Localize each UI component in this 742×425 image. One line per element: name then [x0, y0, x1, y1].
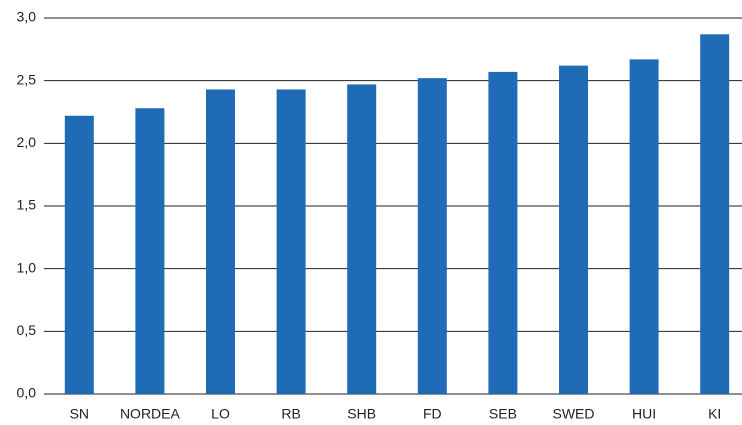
- bar: [206, 89, 235, 394]
- x-tick-label: LO: [211, 406, 230, 422]
- x-tick-label: SN: [70, 406, 89, 422]
- bar: [64, 115, 94, 394]
- x-tick-label: FD: [423, 406, 442, 422]
- x-tick-label: SHB: [347, 406, 376, 422]
- y-tick-label: 0,0: [17, 385, 37, 401]
- bar: [559, 65, 588, 395]
- y-tick-label: 0,5: [17, 322, 37, 338]
- x-tick-label: RB: [281, 406, 300, 422]
- bar: [417, 78, 447, 394]
- bar: [700, 34, 730, 394]
- y-tick-label: 1,0: [17, 259, 37, 275]
- x-tick-label: NORDEA: [120, 406, 181, 422]
- x-tick-label: SWED: [553, 406, 595, 422]
- bar: [135, 108, 165, 395]
- y-tick-label: 3,0: [17, 9, 37, 25]
- y-tick-label: 2,0: [17, 134, 37, 150]
- y-tick-label: 2,5: [17, 71, 37, 87]
- x-tick-label: SEB: [489, 406, 517, 422]
- x-tick-label: KI: [708, 406, 721, 422]
- x-tick-label: HUI: [632, 406, 656, 422]
- y-tick-label: 1,5: [17, 197, 37, 213]
- bar: [488, 71, 518, 394]
- bar: [276, 89, 306, 394]
- bar: [629, 59, 659, 395]
- bar: [347, 84, 377, 394]
